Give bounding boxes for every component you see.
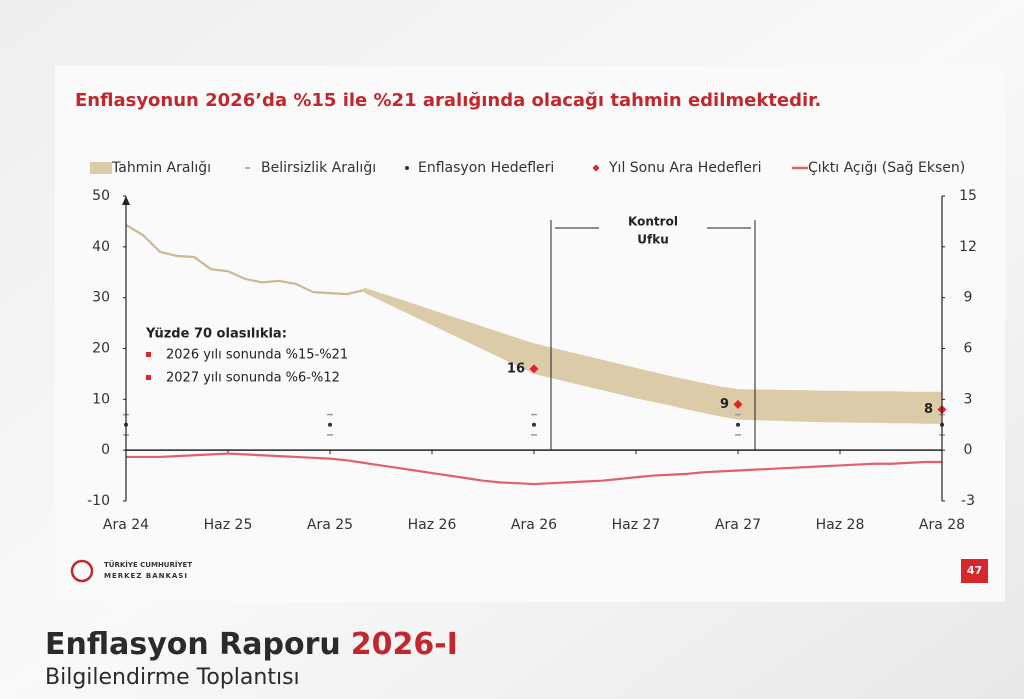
chart: -10 0 10 20 30 40 50 -3 0 3 6 9 12 15 Ara 24 Haz 25 Ara … — [87, 160, 977, 533]
y-tick-label: 30 — [92, 290, 110, 306]
legend-swatch — [90, 162, 112, 174]
y-tick-label: 0 — [101, 442, 110, 458]
legend-label: Çıktı Açığı (Sağ Eksen) — [808, 160, 965, 176]
interim-target — [733, 399, 743, 409]
x-tick-label: Haz 25 — [204, 517, 253, 533]
y2-tick-label: 12 — [959, 239, 977, 255]
y-axis-arrow — [122, 196, 130, 205]
interim-target — [529, 364, 539, 374]
slide — [55, 66, 1005, 602]
target-dot — [736, 422, 740, 427]
note-bullet — [146, 375, 151, 380]
series-line — [126, 452, 942, 486]
page-badge — [961, 559, 988, 583]
y-tick-label: 50 — [92, 188, 110, 204]
footer-title-text: Enflasyon Raporu — [45, 627, 341, 662]
y2-tick-label: -3 — [961, 493, 975, 509]
legend-label: Belirsizlik Aralığı — [261, 160, 376, 176]
annotation: Kontrol — [628, 215, 678, 229]
y2-tick-label: 3 — [964, 391, 973, 407]
footer-title: Enflasyon Raporu 2026-I — [45, 627, 458, 662]
legend-swatch — [405, 166, 409, 170]
note-title: Yüzde 70 olasılıkla: — [145, 327, 287, 342]
y2-tick-label: 0 — [964, 442, 973, 458]
note-item: 2026 yılı sonunda %15-%21 — [166, 348, 348, 363]
footer-edition: 2026-I — [351, 627, 458, 662]
y-tick-label: -10 — [87, 493, 110, 509]
legend-label: Enflasyon Hedefleri — [418, 160, 554, 176]
note-item: 2027 yılı sonunda %6-%12 — [166, 371, 340, 386]
x-tick-label: Ara 26 — [511, 517, 557, 533]
y2-tick-label: 9 — [964, 290, 973, 306]
forecast-band — [364, 287, 942, 424]
annotation: Ufku — [637, 233, 669, 247]
x-tick-label: Haz 27 — [612, 517, 661, 533]
x-tick-label: Ara 25 — [307, 517, 353, 533]
x-tick-label: Ara 24 — [103, 517, 149, 533]
y2-tick-label: 15 — [959, 188, 977, 204]
legend-swatch — [592, 164, 600, 172]
logo-mark — [70, 559, 94, 583]
value-label: 8 — [924, 402, 933, 417]
series-line — [125, 224, 365, 296]
value-label: 16 — [507, 361, 525, 376]
logo-text: TÜRKİYE CUMHURİYET — [104, 560, 192, 569]
footer-subtitle: Bilgilendirme Toplantısı — [45, 665, 300, 690]
x-tick-label: Haz 28 — [816, 517, 865, 533]
logo-text: MERKEZ BANKASI — [104, 572, 188, 580]
logo: TÜRKİYE CUMHURİYET MERKEZ BANKASI — [70, 559, 192, 583]
legend-label: Yıl Sonu Ara Hedefleri — [608, 160, 762, 176]
y-tick-label: 40 — [92, 239, 110, 255]
target-dot — [532, 422, 536, 427]
page-number: 47 — [967, 564, 982, 577]
y-tick-label: 20 — [92, 341, 110, 357]
y-tick-label: 10 — [92, 391, 110, 407]
legend-label: Tahmin Aralığı — [111, 160, 211, 176]
value-label: 9 — [720, 397, 729, 412]
target-dot — [328, 422, 332, 427]
x-tick-label: Haz 26 — [408, 517, 457, 533]
x-tick-label: Ara 28 — [919, 517, 965, 533]
note-bullet — [146, 352, 151, 357]
x-tick-label: Ara 27 — [715, 517, 761, 533]
y2-tick-label: 6 — [964, 341, 973, 357]
slide-title: Enflasyonun 2026’da %15 ile %21 aralığın… — [75, 90, 821, 111]
